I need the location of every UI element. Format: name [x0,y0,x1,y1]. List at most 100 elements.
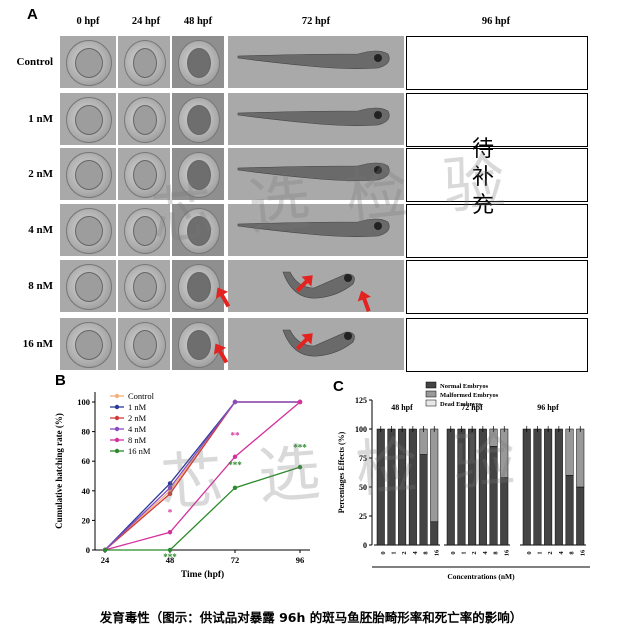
legend-entry: Normal Embryos [440,383,489,390]
chorion-shape [178,208,220,254]
row-label: 4 nM [28,224,53,236]
figure-caption: 发育毒性（图示：供试品对暴露 96h 的斑马鱼胚胎畸形率和死亡率的影响） [99,610,523,625]
pending-char: 待 [471,137,494,162]
stacked-bar-segment [565,428,574,476]
y-tick-label: 40 [82,486,91,496]
embryo-image [60,36,116,88]
legend-swatch [425,390,437,398]
category-tick-label: 0 [526,551,533,554]
chorion-shape [178,264,220,310]
legend-entry: Malformed Embryos [440,392,499,399]
significance-marker: *** [163,552,177,562]
embryo-image [60,93,116,145]
larva-eye [344,332,352,340]
larva-shape [237,107,390,126]
embryo-image [118,93,170,145]
chorion-shape [66,40,112,86]
larva-image [228,36,404,88]
legend-entry: 8 nM [128,435,147,445]
row-label: Control [16,56,53,68]
yolk-shape [75,216,103,246]
category-tick-label: 4 [412,551,419,555]
pending-text: 待 补 充 [468,136,498,220]
y-tick-label: 80 [82,427,91,437]
yolk-shape [187,105,211,135]
data-point [167,547,173,553]
yolk-shape [133,272,157,302]
empty-image-slot [406,204,588,258]
y-tick-label: 125 [355,396,367,405]
yolk-shape [75,48,103,78]
category-tick-label: 4 [558,551,565,555]
chorion-shape [66,322,112,368]
group-label: 96 hpf [537,403,559,412]
yolk-shape [75,105,103,135]
yolk-shape [187,330,211,360]
larva-shape [282,271,355,299]
stacked-bar-segment [500,477,509,546]
stacked-bar-segment [554,428,563,546]
larva-body [237,218,390,237]
chorion-shape [66,97,112,143]
stacked-bar-segment [576,428,585,488]
data-point [297,464,303,470]
stacked-bar-segment [376,428,385,546]
stacked-bar-segment [544,428,553,546]
x-tick-label: 24 [101,555,110,565]
series-line [105,466,301,551]
data-point [232,454,238,459]
y-axis-label: Cumulative hatching rate (%) [54,413,64,529]
chorion-shape [66,152,112,198]
y-tick-label: 0 [86,545,90,555]
chorion-shape [178,152,220,198]
significance-marker: ** [231,430,241,440]
larva-image [228,318,404,370]
y-tick-label: 60 [82,456,91,466]
larva-body [237,162,390,181]
x-tick-label: 96 [296,555,305,565]
y-axis-label: Percentages Effects (%) [337,431,346,513]
larva-eye [374,54,382,62]
y-tick-label: 75 [359,454,367,463]
embryo-image [172,318,224,370]
row-label: 2 nM [28,168,53,180]
stacked-bar-segment [408,428,417,546]
data-point [232,399,238,405]
panel-a-letter: A [27,6,38,23]
stacked-bar-segment [430,428,439,523]
yolk-shape [187,272,211,302]
stacked-bar-segment [457,428,466,546]
chorion-shape [178,322,220,368]
embryo-image [60,318,116,370]
larva-eye [374,111,382,119]
legend-swatch [425,381,437,389]
legend-entry: 1 nM [128,402,147,412]
category-tick-label: 16 [433,549,440,556]
stacked-bar-segment [478,428,487,546]
legend-entry: 16 nM [128,446,151,456]
stacked-bar-segment [430,521,439,546]
empty-image-slot [406,260,588,314]
pending-char: 充 [471,193,494,218]
panel-b-letter: B [55,372,66,389]
legend-entry: Control [128,391,155,401]
row-label: 8 nM [28,280,53,292]
category-tick-label: 1 [536,551,543,554]
column-header: 72 hpf [301,16,331,27]
larva-image [228,260,404,312]
stacked-bar-segment [398,428,407,546]
category-tick-label: 2 [401,551,408,554]
embryo-image [60,204,116,256]
x-tick-label: 48 [166,555,175,565]
significance-marker: *** [228,460,242,470]
larva-body [237,50,390,69]
embryo-image [60,148,116,200]
larva-shape [237,218,390,237]
stacked-bar-segment [419,454,428,546]
yolk-shape [187,160,211,190]
stacked-bar-segment [489,446,498,546]
y-tick-label: 100 [355,425,367,434]
yolk-shape [187,48,211,78]
category-tick-label: 2 [547,551,554,554]
